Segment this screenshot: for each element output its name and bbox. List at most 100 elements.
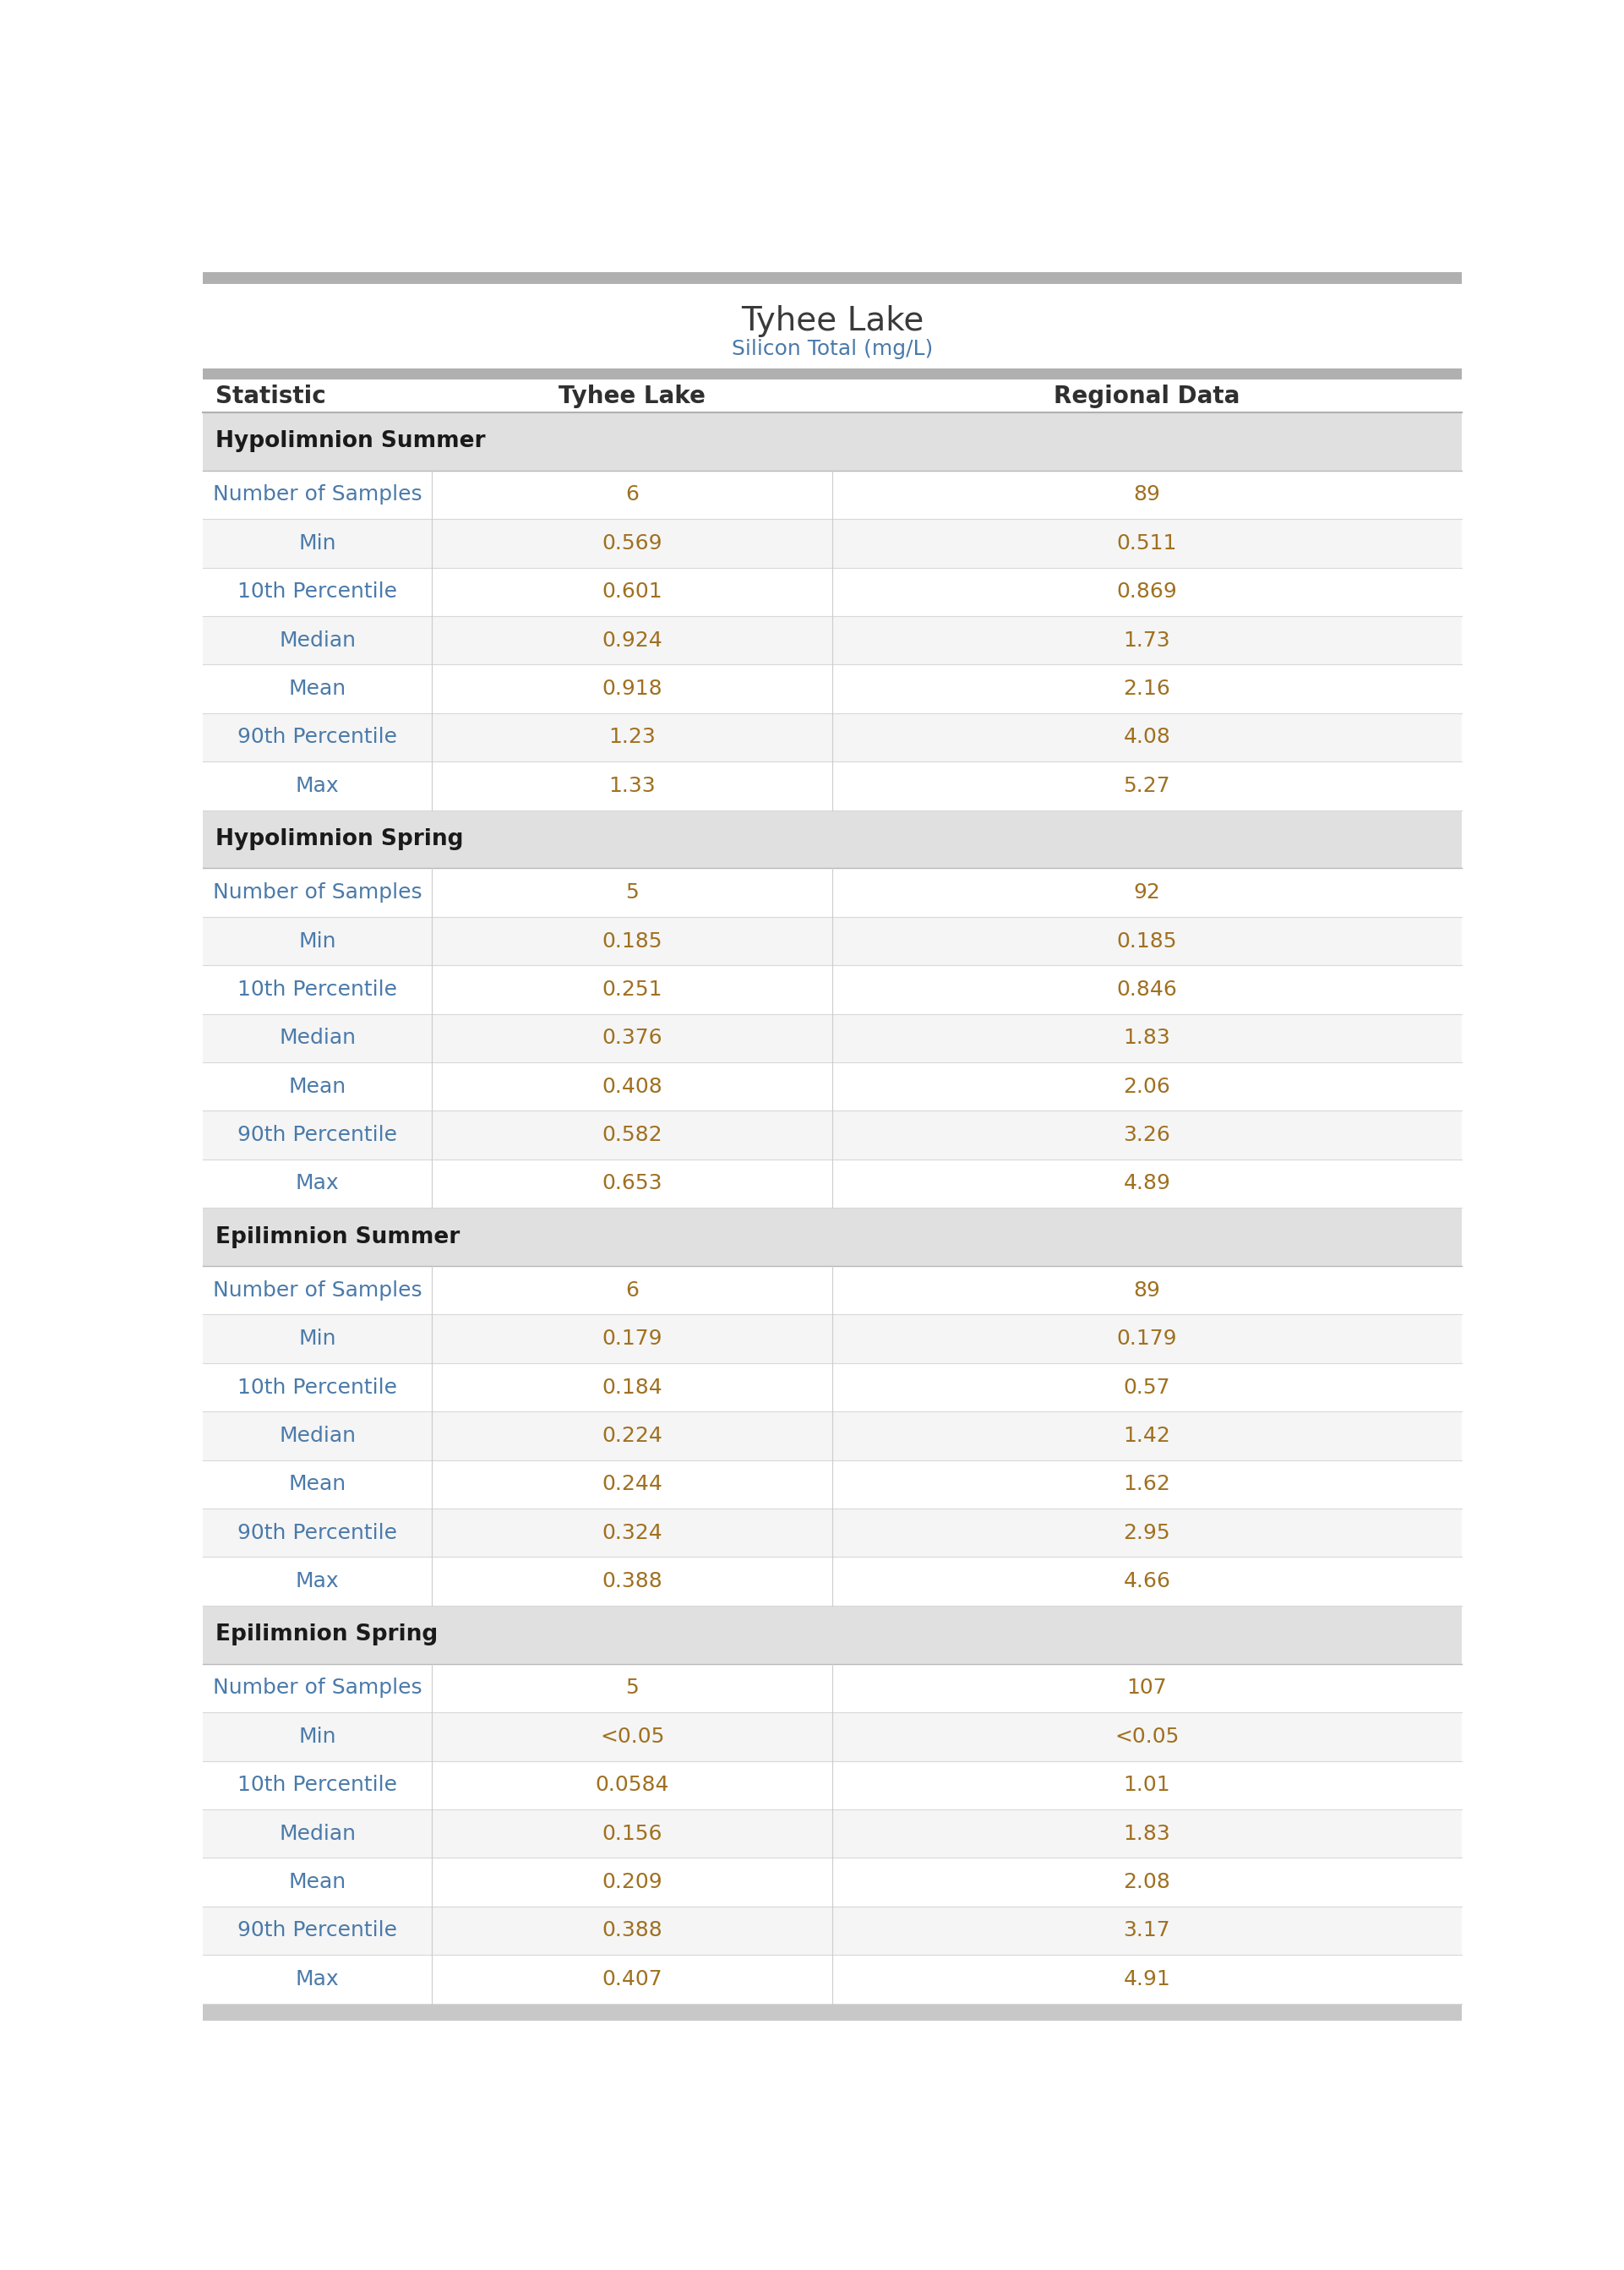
Text: 0.918: 0.918 [603, 679, 663, 699]
Text: Tyhee Lake: Tyhee Lake [559, 384, 706, 409]
Text: 0.244: 0.244 [603, 1473, 663, 1494]
Text: 107: 107 [1127, 1678, 1168, 1698]
Text: 0.179: 0.179 [603, 1328, 663, 1348]
Bar [203, 413, 1462, 470]
Text: 0.185: 0.185 [1117, 931, 1177, 951]
Text: 0.388: 0.388 [603, 1920, 663, 1941]
Text: 10th Percentile: 10th Percentile [237, 1378, 398, 1398]
Text: 90th Percentile: 90th Percentile [237, 1126, 398, 1146]
Bar [203, 1160, 1462, 1208]
Text: 0.324: 0.324 [603, 1523, 663, 1544]
Text: 89: 89 [1134, 1280, 1161, 1301]
Bar [203, 1062, 1462, 1110]
Text: 3.26: 3.26 [1124, 1126, 1171, 1146]
Text: 1.42: 1.42 [1124, 1426, 1171, 1446]
Text: Max: Max [296, 1571, 339, 1591]
Text: 2.95: 2.95 [1124, 1523, 1171, 1544]
Text: Median: Median [279, 1823, 356, 1843]
Text: Number of Samples: Number of Samples [213, 883, 422, 903]
Text: 6: 6 [625, 484, 638, 504]
Bar [203, 810, 1462, 869]
Bar [203, 615, 1462, 665]
Bar [203, 1015, 1462, 1062]
Text: 0.376: 0.376 [603, 1028, 663, 1049]
Text: 0.407: 0.407 [603, 1968, 663, 1989]
Text: 0.569: 0.569 [603, 533, 663, 554]
Text: 0.156: 0.156 [603, 1823, 663, 1843]
Text: 1.23: 1.23 [609, 726, 656, 747]
Bar [203, 470, 1462, 520]
Text: 10th Percentile: 10th Percentile [237, 978, 398, 999]
Bar [203, 1314, 1462, 1362]
Text: Mean: Mean [289, 1473, 346, 1494]
Bar [203, 1510, 1462, 1557]
Bar [203, 379, 1462, 413]
Text: 2.08: 2.08 [1124, 1873, 1171, 1893]
Text: <0.05: <0.05 [1114, 1727, 1179, 1746]
Bar [203, 1809, 1462, 1857]
Text: 0.224: 0.224 [603, 1426, 663, 1446]
Text: 10th Percentile: 10th Percentile [237, 581, 398, 602]
Bar [203, 965, 1462, 1015]
Text: 1.62: 1.62 [1124, 1473, 1171, 1494]
Text: 90th Percentile: 90th Percentile [237, 726, 398, 747]
Bar [203, 1557, 1462, 1605]
Text: Hypolimnion Spring: Hypolimnion Spring [216, 829, 463, 851]
Text: 0.388: 0.388 [603, 1571, 663, 1591]
Text: 0.251: 0.251 [603, 978, 663, 999]
Bar [203, 1907, 1462, 1954]
Bar [203, 1857, 1462, 1907]
Bar [203, 1664, 1462, 1712]
Text: 92: 92 [1134, 883, 1161, 903]
Text: 90th Percentile: 90th Percentile [237, 1523, 398, 1544]
Bar [203, 1712, 1462, 1762]
Text: Median: Median [279, 1028, 356, 1049]
Text: 1.33: 1.33 [609, 776, 656, 797]
Text: 10th Percentile: 10th Percentile [237, 1775, 398, 1796]
Text: 0.582: 0.582 [603, 1126, 663, 1146]
Text: Min: Min [299, 533, 336, 554]
Text: 2.16: 2.16 [1124, 679, 1171, 699]
Text: 0.601: 0.601 [603, 581, 663, 602]
Bar [203, 917, 1462, 965]
Bar [203, 869, 1462, 917]
Text: Hypolimnion Summer: Hypolimnion Summer [216, 431, 486, 452]
Text: 1.01: 1.01 [1124, 1775, 1171, 1796]
Text: Number of Samples: Number of Samples [213, 484, 422, 504]
Bar [203, 760, 1462, 810]
Text: 4.91: 4.91 [1124, 1968, 1171, 1989]
Bar [203, 272, 1462, 284]
Text: Mean: Mean [289, 1076, 346, 1096]
Bar [203, 1460, 1462, 1510]
Bar [203, 1362, 1462, 1412]
Text: Min: Min [299, 1328, 336, 1348]
Text: 0.57: 0.57 [1124, 1378, 1171, 1398]
Text: Tyhee Lake: Tyhee Lake [741, 304, 924, 338]
Text: 0.846: 0.846 [1117, 978, 1177, 999]
Bar [203, 1267, 1462, 1314]
Bar [203, 1762, 1462, 1809]
Text: 4.89: 4.89 [1124, 1174, 1171, 1194]
Text: 5.27: 5.27 [1124, 776, 1171, 797]
Text: <0.05: <0.05 [599, 1727, 664, 1746]
Text: Mean: Mean [289, 1873, 346, 1893]
Text: 0.179: 0.179 [1117, 1328, 1177, 1348]
Bar [203, 368, 1462, 379]
Bar [203, 568, 1462, 615]
Bar [203, 1110, 1462, 1160]
Text: Epilimnion Summer: Epilimnion Summer [216, 1226, 460, 1249]
Text: Min: Min [299, 1727, 336, 1746]
Bar [203, 713, 1462, 760]
Text: Number of Samples: Number of Samples [213, 1678, 422, 1698]
Bar [203, 2004, 1462, 2020]
Text: 4.66: 4.66 [1124, 1571, 1171, 1591]
Bar [203, 1605, 1462, 1664]
Text: 0.924: 0.924 [603, 631, 663, 651]
Text: 0.653: 0.653 [603, 1174, 663, 1194]
Text: Min: Min [299, 931, 336, 951]
Text: Mean: Mean [289, 679, 346, 699]
Bar [203, 1412, 1462, 1460]
Text: Max: Max [296, 1174, 339, 1194]
Bar [203, 665, 1462, 713]
Text: 2.06: 2.06 [1124, 1076, 1171, 1096]
